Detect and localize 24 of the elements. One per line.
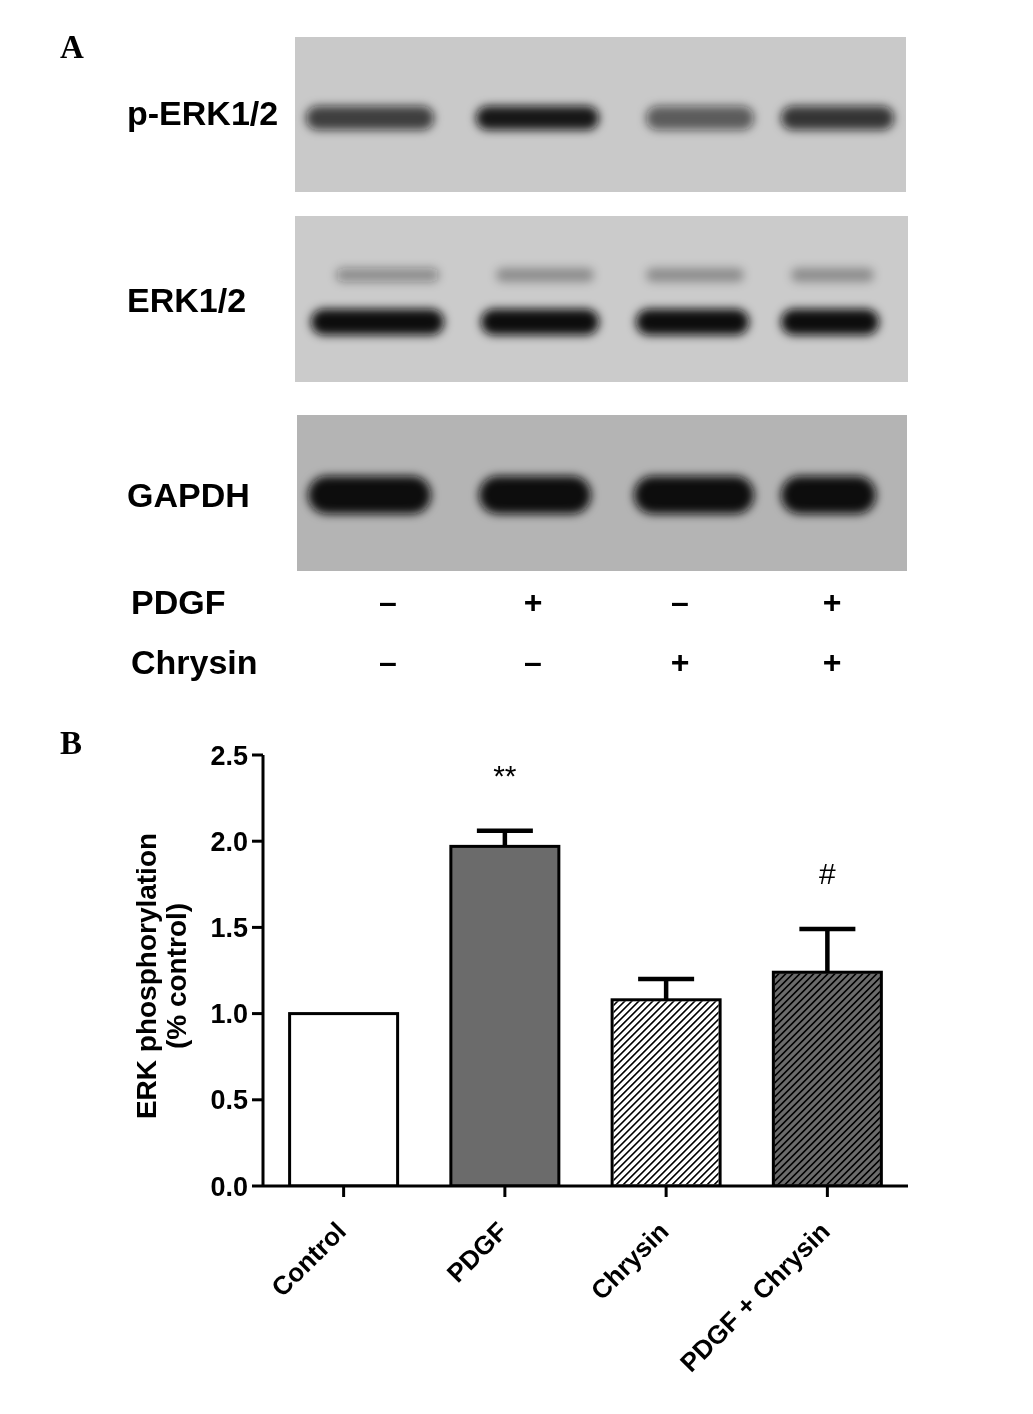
text: – bbox=[379, 584, 397, 620]
text: + bbox=[523, 584, 543, 620]
text: + bbox=[822, 644, 842, 680]
text: – bbox=[671, 584, 689, 620]
chart-title: B bbox=[60, 725, 83, 761]
y-tick-label: 0.5 bbox=[210, 1085, 248, 1116]
y-tick-label: 1.5 bbox=[210, 912, 248, 943]
text: + bbox=[822, 584, 842, 620]
text: GAPDH bbox=[127, 476, 250, 514]
y-tick-label: 0.0 bbox=[210, 1171, 248, 1202]
text: PDGF bbox=[131, 583, 226, 621]
annotation: ** bbox=[493, 758, 517, 792]
text: A bbox=[60, 29, 84, 65]
y-tick-label: 1.0 bbox=[210, 999, 248, 1030]
text: p-ERK1/2 bbox=[127, 94, 279, 132]
y-tick-label: 2.5 bbox=[210, 740, 248, 771]
y-tick-label: 2.0 bbox=[210, 826, 248, 857]
text: ERK1/2 bbox=[127, 281, 247, 319]
text: – bbox=[379, 644, 397, 680]
text: + bbox=[670, 644, 690, 680]
y-axis-title: ERK phosphorylation (% control) bbox=[131, 832, 192, 1120]
annotation: # bbox=[819, 856, 837, 890]
text: Chrysin bbox=[131, 643, 258, 681]
text: – bbox=[524, 644, 542, 680]
